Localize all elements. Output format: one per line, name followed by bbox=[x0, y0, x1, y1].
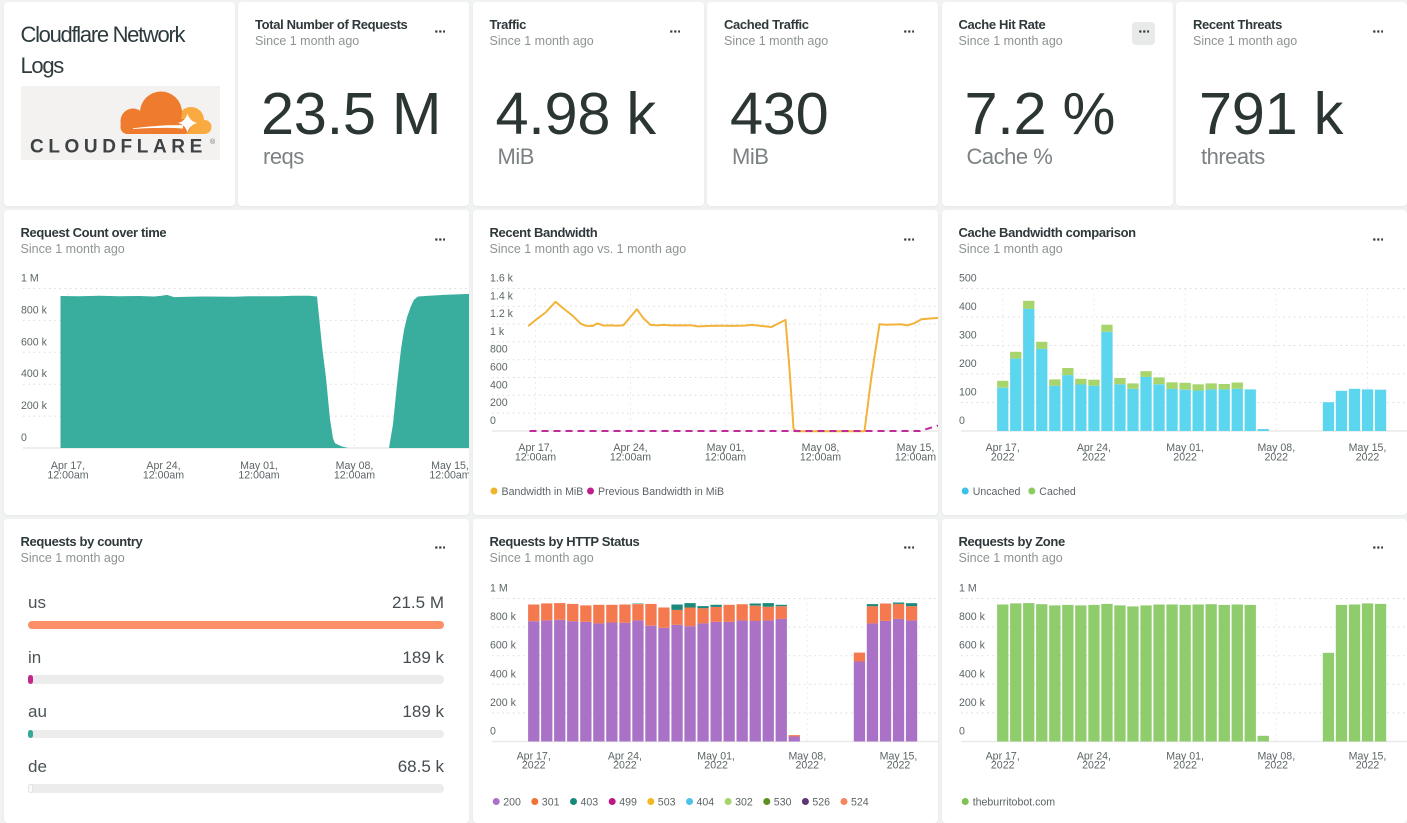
svg-text:800: 800 bbox=[490, 344, 508, 356]
svg-text:0: 0 bbox=[490, 415, 496, 427]
svg-text:301: 301 bbox=[541, 796, 559, 808]
svg-text:CLOUDFLARE: CLOUDFLARE bbox=[30, 137, 207, 158]
svg-text:400: 400 bbox=[490, 379, 508, 391]
svg-text:12:00am: 12:00am bbox=[238, 469, 279, 481]
svg-text:0: 0 bbox=[959, 415, 965, 427]
svg-text:1 M: 1 M bbox=[959, 582, 977, 594]
svg-text:200: 200 bbox=[503, 796, 521, 808]
svg-text:2022: 2022 bbox=[1082, 759, 1106, 771]
svg-text:403: 403 bbox=[580, 796, 598, 808]
svg-text:200: 200 bbox=[490, 397, 508, 409]
svg-text:600 k: 600 k bbox=[21, 336, 48, 348]
svg-text:12:00am: 12:00am bbox=[799, 451, 840, 463]
svg-text:100: 100 bbox=[959, 387, 977, 399]
svg-text:12:00am: 12:00am bbox=[704, 451, 745, 463]
svg-text:530: 530 bbox=[773, 796, 791, 808]
svg-text:200 k: 200 k bbox=[959, 696, 986, 708]
svg-text:2022: 2022 bbox=[990, 451, 1014, 463]
svg-text:2022: 2022 bbox=[1355, 451, 1379, 463]
svg-text:1.2 k: 1.2 k bbox=[490, 308, 514, 320]
svg-text:200: 200 bbox=[959, 358, 977, 370]
svg-text:12:00am: 12:00am bbox=[609, 451, 650, 463]
svg-text:600 k: 600 k bbox=[490, 639, 517, 651]
svg-text:1 k: 1 k bbox=[490, 326, 505, 338]
svg-text:2022: 2022 bbox=[1355, 759, 1379, 771]
svg-text:12:00am: 12:00am bbox=[142, 469, 183, 481]
svg-text:®: ® bbox=[210, 138, 216, 146]
svg-text:400 k: 400 k bbox=[959, 668, 986, 680]
svg-text:404: 404 bbox=[696, 796, 714, 808]
svg-text:524: 524 bbox=[851, 796, 869, 808]
svg-text:1.4 k: 1.4 k bbox=[490, 290, 514, 302]
svg-text:2022: 2022 bbox=[1264, 759, 1288, 771]
svg-text:400 k: 400 k bbox=[490, 668, 517, 680]
svg-text:12:00am: 12:00am bbox=[47, 469, 88, 481]
svg-text:2022: 2022 bbox=[704, 759, 728, 771]
svg-text:Previous Bandwidth in MiB: Previous Bandwidth in MiB bbox=[598, 486, 724, 498]
svg-text:2022: 2022 bbox=[1173, 451, 1197, 463]
svg-text:499: 499 bbox=[619, 796, 637, 808]
svg-text:0: 0 bbox=[959, 725, 965, 737]
svg-text:2022: 2022 bbox=[613, 759, 637, 771]
svg-text:2022: 2022 bbox=[886, 759, 910, 771]
svg-text:Uncached: Uncached bbox=[972, 486, 1020, 498]
svg-text:200 k: 200 k bbox=[490, 696, 517, 708]
svg-text:Bandwidth in MiB: Bandwidth in MiB bbox=[501, 486, 583, 498]
svg-text:2022: 2022 bbox=[795, 759, 819, 771]
svg-text:0: 0 bbox=[490, 725, 496, 737]
svg-text:2022: 2022 bbox=[990, 759, 1014, 771]
svg-text:12:00am: 12:00am bbox=[429, 469, 469, 481]
svg-text:1.6 k: 1.6 k bbox=[490, 273, 514, 285]
svg-text:12:00am: 12:00am bbox=[333, 469, 374, 481]
svg-text:526: 526 bbox=[812, 796, 830, 808]
svg-text:300: 300 bbox=[959, 330, 977, 342]
svg-text:1 M: 1 M bbox=[490, 582, 508, 594]
svg-text:Cached: Cached bbox=[1039, 486, 1076, 498]
svg-text:12:00am: 12:00am bbox=[894, 451, 935, 463]
svg-text:200 k: 200 k bbox=[21, 400, 48, 412]
svg-text:0: 0 bbox=[21, 432, 27, 444]
svg-text:2022: 2022 bbox=[1264, 451, 1288, 463]
svg-text:400 k: 400 k bbox=[21, 368, 48, 380]
svg-text:500: 500 bbox=[959, 273, 977, 285]
svg-text:12:00am: 12:00am bbox=[514, 451, 555, 463]
svg-text:600 k: 600 k bbox=[959, 639, 986, 651]
svg-text:2022: 2022 bbox=[1173, 759, 1197, 771]
svg-text:600: 600 bbox=[490, 362, 508, 374]
svg-text:2022: 2022 bbox=[521, 759, 545, 771]
svg-text:302: 302 bbox=[735, 796, 753, 808]
svg-text:2022: 2022 bbox=[1082, 451, 1106, 463]
svg-text:1 M: 1 M bbox=[21, 273, 39, 285]
svg-text:800 k: 800 k bbox=[959, 611, 986, 623]
svg-text:503: 503 bbox=[657, 796, 675, 808]
svg-text:400: 400 bbox=[959, 301, 977, 313]
svg-text:theburritobot.com: theburritobot.com bbox=[972, 796, 1055, 808]
svg-text:800 k: 800 k bbox=[21, 304, 48, 316]
svg-text:800 k: 800 k bbox=[490, 611, 517, 623]
